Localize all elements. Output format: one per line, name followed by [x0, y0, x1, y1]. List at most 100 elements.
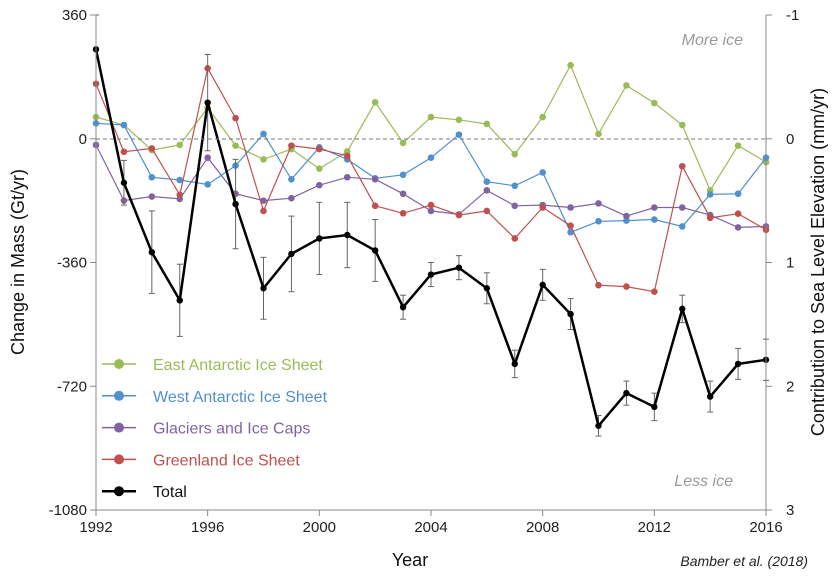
data-point — [678, 223, 686, 230]
data-point — [371, 202, 379, 210]
y-axis-ticks: 360 0 -360 -720 -1080 — [49, 7, 96, 519]
data-point — [567, 228, 574, 236]
legend-item-west-antarctic-ice-sheet: West Antarctic Ice Sheet — [102, 389, 328, 406]
data-point — [427, 201, 435, 209]
data-point — [399, 210, 407, 217]
x-tick-label: 2008 — [526, 519, 559, 536]
data-point — [651, 216, 658, 223]
x-tick-label: 2016 — [749, 519, 782, 536]
data-point — [204, 99, 211, 106]
legend-label: West Antarctic Ice Sheet — [153, 389, 328, 406]
data-point — [539, 204, 546, 211]
legend: East Antarctic Ice Sheet West Antarctic I… — [102, 357, 328, 501]
data-point — [483, 187, 491, 194]
y-axis-title: Change in Mass (Gt/yr) — [8, 169, 28, 355]
x-tick-label: 1992 — [79, 519, 112, 536]
legend-label: Total — [153, 484, 187, 501]
legend-swatch-marker — [114, 454, 124, 465]
data-point — [455, 211, 463, 219]
legend-swatch-marker — [114, 359, 124, 369]
data-point — [316, 235, 323, 242]
data-point — [623, 82, 630, 89]
data-point — [316, 181, 323, 189]
data-point — [567, 310, 574, 318]
y-tick-label: 360 — [62, 7, 87, 24]
y2-tick-label: 0 — [786, 131, 794, 148]
legend-item-total: Total — [102, 484, 187, 501]
data-point — [288, 194, 295, 202]
y2-tick-label: 2 — [786, 378, 794, 395]
data-point — [148, 193, 156, 200]
data-point — [651, 99, 658, 107]
data-point — [148, 248, 156, 256]
data-point — [678, 121, 686, 129]
data-point — [316, 165, 323, 172]
data-point — [623, 389, 630, 397]
data-point — [511, 360, 518, 368]
data-point — [595, 281, 602, 289]
series-layer — [92, 14, 770, 437]
data-point — [288, 250, 295, 258]
data-point — [539, 113, 546, 121]
data-point — [706, 393, 714, 400]
data-point — [427, 207, 435, 215]
data-point — [679, 305, 686, 313]
legend-label: Glaciers and Ice Caps — [153, 421, 310, 438]
data-point — [734, 360, 742, 368]
less-ice-annotation: Less ice — [674, 473, 733, 490]
legend-swatch-marker — [114, 486, 124, 497]
data-point — [623, 212, 630, 220]
data-point — [483, 178, 491, 186]
legend-label: East Antarctic Ice Sheet — [153, 357, 323, 374]
data-point — [455, 116, 463, 124]
data-point — [511, 235, 519, 242]
data-point — [148, 145, 156, 152]
data-point — [623, 283, 630, 290]
data-point — [399, 171, 407, 179]
data-point — [204, 181, 211, 188]
data-point — [260, 285, 267, 292]
data-point — [678, 162, 686, 170]
x-axis-title: Year — [392, 550, 428, 570]
y-tick-label: -720 — [57, 378, 87, 395]
data-point — [567, 222, 574, 230]
data-point — [176, 176, 184, 184]
data-point — [260, 130, 267, 138]
data-point — [483, 120, 491, 128]
data-point — [343, 173, 351, 181]
data-point — [316, 145, 323, 153]
y-tick-label: 0 — [79, 131, 87, 148]
y-tick-label: -1080 — [49, 502, 87, 519]
data-point — [176, 297, 183, 304]
data-point — [371, 176, 379, 183]
data-point — [148, 173, 156, 181]
data-point — [120, 148, 128, 156]
data-point — [511, 182, 519, 190]
data-point — [176, 191, 184, 199]
source-credit: Bamber et al. (2018) — [680, 553, 808, 569]
data-point — [455, 131, 463, 138]
data-point — [260, 197, 267, 204]
data-point — [120, 179, 128, 186]
data-point — [595, 422, 602, 429]
data-point — [344, 231, 351, 239]
data-point — [232, 142, 239, 149]
legend-swatch-marker — [114, 422, 124, 433]
data-point — [483, 207, 491, 215]
data-point — [343, 152, 351, 160]
data-point — [483, 285, 491, 292]
data-point — [232, 114, 239, 122]
y2-axis-title: Contribution to Sea Level Elevation (mm/… — [808, 88, 828, 436]
data-point — [651, 288, 658, 296]
data-point — [567, 61, 574, 69]
data-point — [734, 142, 742, 149]
legend-item-greenland-ice-sheet: Greenland Ice Sheet — [102, 452, 300, 469]
data-point — [120, 121, 128, 129]
legend-item-east-antarctic-ice-sheet: East Antarctic Ice Sheet — [102, 357, 323, 374]
legend-swatch-marker — [114, 390, 124, 401]
data-point — [371, 247, 379, 254]
data-point — [288, 142, 295, 149]
data-point — [706, 191, 714, 198]
